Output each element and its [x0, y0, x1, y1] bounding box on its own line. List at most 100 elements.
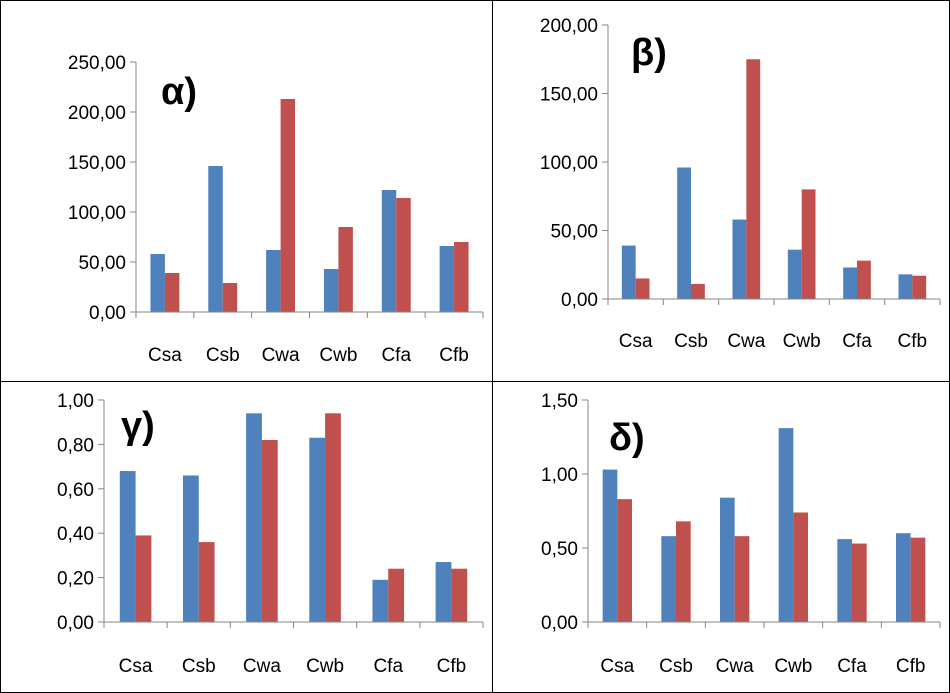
x-category-label: Cwa: [716, 656, 754, 677]
y-tick-label: 1,00: [57, 391, 94, 412]
y-tick-label: 0,20: [57, 569, 94, 590]
bar-beta-csb-series-2: [691, 283, 705, 299]
x-category-label: Csa: [148, 345, 182, 366]
x-category-label: Cwa: [727, 331, 765, 352]
bar-gamma-cfb-series-2: [451, 568, 468, 622]
x-category-label: Cfb: [437, 656, 467, 677]
x-category-label: Cwb: [306, 656, 344, 677]
bar-alpha-cfb-series-1: [439, 246, 455, 312]
bar-delta-csa-series-2: [617, 499, 632, 622]
bar-gamma-csb-series-1: [182, 475, 199, 622]
chart-panel-gamma: 0,00 0,20 0,40 0,60 0,80 1,00 Csa Csb Cwa Cwb Cfa C…: [0, 381, 493, 693]
x-category-label: Cwb: [319, 345, 357, 366]
bar-alpha-cwb-series-2: [338, 227, 353, 312]
y-tick-label: 0,50: [541, 539, 578, 560]
bar-alpha-cfa-series-2: [396, 198, 411, 312]
panel-label-beta: β): [631, 32, 667, 74]
x-category-label: Csa: [619, 331, 653, 352]
bar-delta-cfa-series-2: [852, 543, 867, 622]
bar-delta-csa-series-1: [602, 469, 618, 622]
bar-gamma-csa-series-1: [119, 471, 136, 622]
bar-gamma-cwa-series-1: [246, 413, 262, 622]
bar-beta-cwa-series-2: [746, 59, 761, 299]
y-tick-label: 250,00: [68, 53, 126, 74]
bar-beta-cwa-series-1: [732, 219, 747, 299]
x-category-label: Cfa: [381, 345, 411, 366]
bar-gamma-cwb-series-2: [325, 413, 341, 622]
x-category-label: Cwb: [774, 656, 812, 677]
bar-delta-csb-series-1: [661, 536, 676, 622]
panel-label-gamma: γ): [121, 405, 155, 447]
y-tick-label: 50,00: [78, 253, 126, 274]
chart-alpha-svg: 0,00 50,00 100,00 150,00 200,00 250,00 Csa Csb C…: [68, 53, 484, 366]
y-tick-label: 0,00: [89, 303, 126, 324]
bar-gamma-csb-series-2: [198, 542, 215, 622]
x-category-label: Cwa: [262, 345, 300, 366]
y-tick-label: 100,00: [540, 153, 598, 174]
y-tick-label: 100,00: [68, 203, 126, 224]
x-category-label: Cfb: [896, 656, 926, 677]
bar-beta-cfb-series-2: [912, 275, 927, 299]
bar-delta-csb-series-2: [676, 521, 691, 622]
x-category-label: Csb: [674, 331, 708, 352]
bar-alpha-csb-series-1: [208, 166, 223, 312]
chart-panel-delta: 0,00 0,50 1,00 1,50 Csa Csb Cwa Cwb Cfa Cfb δ): [492, 381, 950, 693]
x-category-label: Cwb: [783, 331, 821, 352]
bar-beta-csb-series-1: [677, 167, 691, 299]
y-tick-label: 0,80: [57, 435, 94, 456]
x-category-label: Csa: [600, 656, 634, 677]
bar-beta-csa-series-1: [621, 245, 636, 299]
bar-gamma-cwb-series-1: [309, 437, 326, 622]
bar-alpha-cwa-series-2: [280, 99, 296, 312]
bar-alpha-cfa-series-1: [381, 190, 397, 312]
y-tick-label: 200,00: [540, 16, 598, 37]
bar-alpha-cfb-series-2: [454, 242, 469, 312]
bar-delta-cfa-series-1: [837, 539, 852, 622]
y-tick-label: 0,00: [561, 290, 598, 311]
y-tick-label: 0,00: [57, 613, 94, 634]
y-tick-label: 0,00: [541, 613, 578, 634]
y-tick-label: 150,00: [540, 85, 598, 106]
bar-beta-csa-series-2: [635, 278, 650, 299]
bar-alpha-csa-series-1: [150, 254, 165, 312]
x-category-label: Csb: [206, 345, 240, 366]
y-tick-label: 0,60: [57, 480, 94, 501]
y-tick-label: 150,00: [68, 153, 126, 174]
bar-delta-cfb-series-1: [896, 533, 911, 622]
bar-delta-cfb-series-2: [910, 537, 926, 622]
bar-alpha-cwa-series-1: [266, 250, 281, 312]
bar-beta-cwb-series-1: [787, 249, 802, 299]
bar-beta-cfa-series-2: [857, 260, 871, 299]
bar-gamma-cfb-series-1: [435, 562, 452, 622]
bar-gamma-cwa-series-2: [261, 439, 278, 622]
bar-beta-cwb-series-2: [801, 189, 816, 299]
bar-alpha-csb-series-2: [222, 283, 238, 312]
x-category-label: Cfa: [842, 331, 872, 352]
bar-gamma-csa-series-2: [135, 535, 152, 622]
y-tick-label: 0,40: [57, 524, 94, 545]
bar-delta-cwa-series-2: [734, 536, 750, 622]
bar-delta-cwa-series-1: [720, 497, 735, 622]
chart-gamma-svg: 0,00 0,20 0,40 0,60 0,80 1,00 Csa Csb Cwa Cwb Cfa C…: [57, 391, 484, 677]
x-category-label: Csb: [182, 656, 216, 677]
chart-beta-svg: 0,00 50,00 100,00 150,00 200,00 Csa Csb Cwa Cwb C…: [540, 16, 941, 352]
x-category-label: Cfa: [837, 656, 867, 677]
x-category-label: Csa: [119, 656, 153, 677]
y-tick-label: 1,50: [541, 391, 578, 412]
y-tick-label: 1,00: [541, 465, 578, 486]
chart-panel-beta: 0,00 50,00 100,00 150,00 200,00 Csa Csb Cwa Cwb C…: [492, 0, 950, 382]
bar-beta-cfa-series-1: [843, 267, 857, 299]
chart-panel-alpha: 0,00 50,00 100,00 150,00 200,00 250,00 Csa Csb C…: [0, 0, 493, 382]
y-tick-label: 50,00: [550, 222, 598, 243]
bar-gamma-cfa-series-1: [372, 579, 389, 622]
y-tick-label: 200,00: [68, 103, 126, 124]
x-category-label: Cfa: [373, 656, 403, 677]
bar-alpha-csa-series-2: [164, 273, 180, 312]
bar-beta-cfb-series-1: [898, 274, 913, 299]
x-category-label: Cfb: [439, 345, 469, 366]
x-category-label: Cwa: [243, 656, 281, 677]
x-category-label: Csb: [659, 656, 693, 677]
bar-alpha-cwb-series-1: [323, 269, 339, 312]
x-category-label: Cfb: [898, 331, 928, 352]
